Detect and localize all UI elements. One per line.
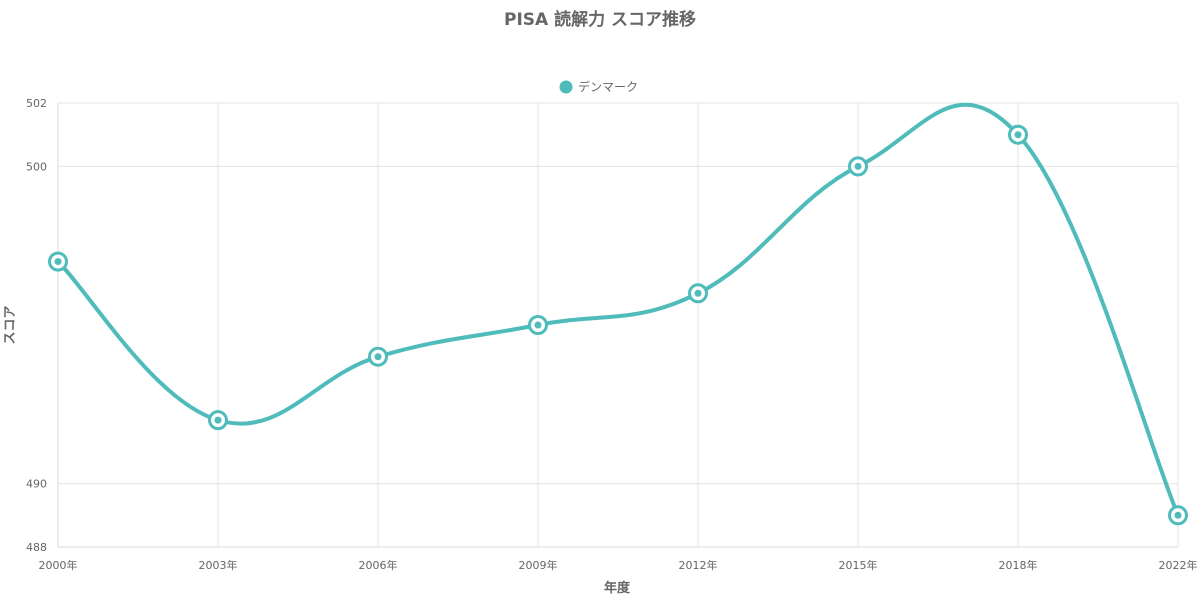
- x-tick-label: 2006年: [359, 558, 398, 572]
- y-axis-title: スコア: [3, 305, 18, 344]
- data-point[interactable]: [528, 315, 548, 335]
- y-tick-label: 488: [26, 541, 47, 554]
- series-group: [48, 102, 1188, 526]
- data-point[interactable]: [1168, 505, 1188, 526]
- data-point[interactable]: [848, 156, 868, 177]
- data-point-center: [854, 162, 862, 170]
- data-point[interactable]: [208, 410, 228, 431]
- y-tick-label: 490: [26, 478, 47, 491]
- data-point-center: [214, 416, 222, 424]
- grid: [57, 102, 1179, 548]
- y-tick-label: 502: [26, 97, 47, 110]
- x-axis-title: 年度: [604, 580, 631, 596]
- chart-title: PISA 読解力 スコア推移: [504, 9, 696, 30]
- axes: [57, 103, 1178, 548]
- data-point-center: [694, 289, 702, 297]
- data-point[interactable]: [688, 283, 708, 304]
- series-line: [56, 102, 1180, 518]
- x-tick-label: 2015年: [839, 558, 878, 572]
- x-tick-label: 2000年: [39, 558, 78, 572]
- y-tick-label: 500: [26, 160, 47, 173]
- x-tick-label: 2022年: [1159, 558, 1198, 572]
- data-point[interactable]: [48, 251, 68, 272]
- legend-marker: [559, 80, 573, 94]
- tick-labels: 2000年 2003年 2006年 2009年 2012年 2015年 2018年 2022年…: [26, 97, 1198, 572]
- x-tick-label: 2009年: [519, 558, 558, 572]
- data-point[interactable]: [1008, 124, 1028, 145]
- data-point-center: [534, 321, 542, 329]
- legend[interactable]: デンマーク: [559, 79, 639, 94]
- data-point[interactable]: [368, 346, 388, 367]
- x-tick-label: 2012年: [679, 558, 718, 572]
- legend-label: デンマーク: [578, 79, 638, 94]
- x-tick-label: 2003年: [199, 558, 238, 572]
- data-point-center: [374, 353, 382, 361]
- data-point-center: [1174, 511, 1182, 519]
- data-point-center: [54, 258, 62, 266]
- x-tick-label: 2018年: [999, 558, 1038, 572]
- data-point-center: [1014, 131, 1022, 139]
